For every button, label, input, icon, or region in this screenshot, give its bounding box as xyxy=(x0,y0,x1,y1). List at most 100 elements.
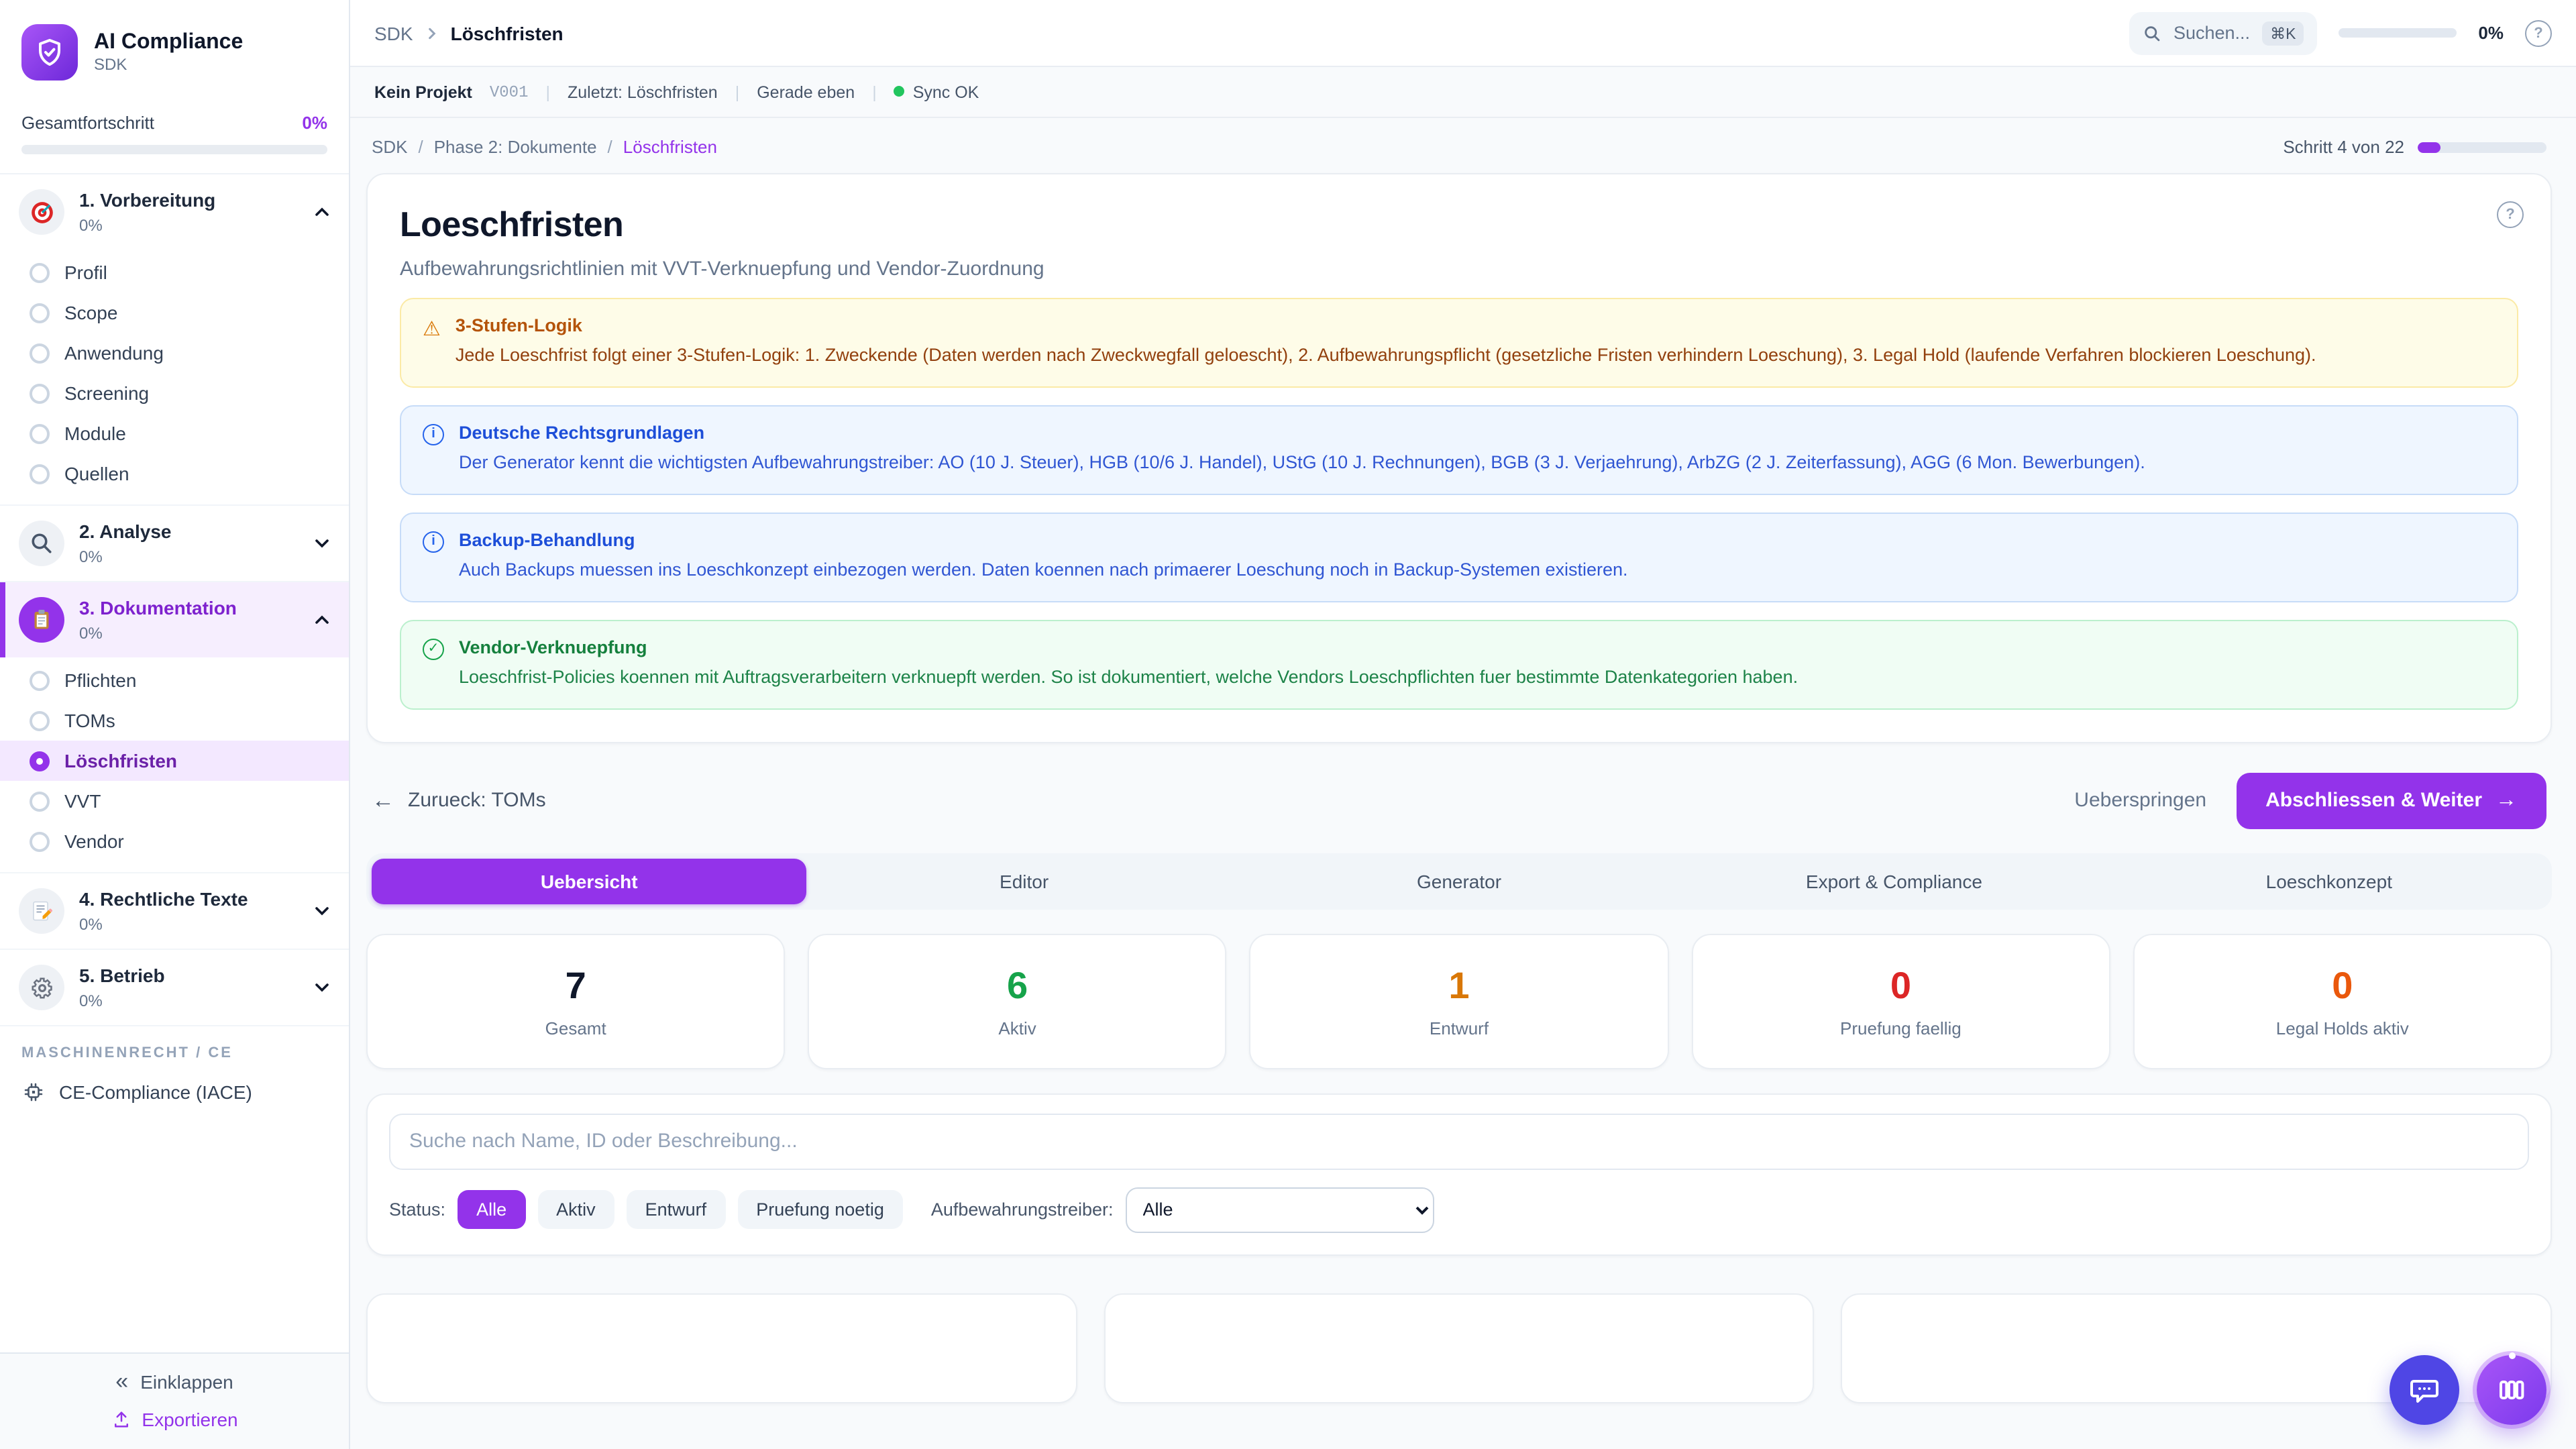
sidebar-item-vvt[interactable]: VVT xyxy=(0,781,349,821)
sidebar-item-ce-compliance[interactable]: CE-Compliance (IACE) xyxy=(0,1069,349,1123)
sidebar-nav: 1. Vorbereitung 0% Profil Scope Anwendun… xyxy=(0,174,349,1352)
sidebar-item-loeschfristen[interactable]: Löschfristen xyxy=(0,741,349,781)
sidebar-item-screening[interactable]: Screening xyxy=(0,373,349,413)
global-search[interactable]: Suchen... ⌘K xyxy=(2129,11,2318,54)
radio-icon xyxy=(30,791,50,811)
section-title: 4. Rechtliche Texte xyxy=(79,888,248,910)
tab-editor[interactable]: Editor xyxy=(1000,870,1049,892)
intro-card: ? Loeschfristen Aufbewahrungsrichtlinien… xyxy=(366,173,2552,743)
sidebar-item-toms[interactable]: TOMs xyxy=(0,700,349,741)
clipboard-icon xyxy=(19,597,64,643)
arrow-left-icon: ← xyxy=(372,787,394,813)
group-label-maschinenrecht: MASCHINENRECHT / CE xyxy=(21,1045,233,1061)
radio-icon xyxy=(30,383,50,403)
columns-icon xyxy=(2500,1381,2524,1399)
back-button[interactable]: ← Zurueck: TOMs xyxy=(372,787,546,813)
radio-icon xyxy=(30,343,50,363)
note-info-rechtsgrundlagen: i Deutsche Rechtsgrundlagen Der Generato… xyxy=(400,405,2518,495)
policy-search-input[interactable] xyxy=(389,1113,2529,1170)
collapse-sidebar-button[interactable]: « Einklappen xyxy=(115,1368,233,1394)
sidebar-item-pflichten[interactable]: Pflichten xyxy=(0,660,349,700)
note-success-vendor: ✓ Vendor-Verknuepfung Loeschfrist-Polici… xyxy=(400,619,2518,710)
policy-card[interactable] xyxy=(1104,1293,1815,1403)
section-header-dokumentation[interactable]: 3. Dokumentation 0% xyxy=(0,582,349,657)
policy-card[interactable] xyxy=(366,1293,1077,1403)
version-badge: V001 xyxy=(489,83,529,101)
warning-icon: ⚠ xyxy=(423,318,441,341)
card-help-icon[interactable]: ? xyxy=(2497,201,2524,228)
skip-button[interactable]: Ueberspringen xyxy=(2074,789,2207,812)
sidebar-item-module[interactable]: Module xyxy=(0,413,349,453)
page-breadcrumb-phase[interactable]: Phase 2: Dokumente xyxy=(433,137,597,157)
sidebar-item-anwendung[interactable]: Anwendung xyxy=(0,333,349,373)
export-button[interactable]: Exportieren xyxy=(111,1409,238,1430)
stat-pruefung-faellig: 0 Pruefung faellig xyxy=(1691,933,2110,1069)
section-percent: 0% xyxy=(79,915,103,934)
nav-section-dokumentation: 3. Dokumentation 0% Pflichten TOMs Lösch… xyxy=(0,582,349,873)
last-saved-time: Gerade eben xyxy=(757,83,855,101)
stat-aktiv: 6 Aktiv xyxy=(808,933,1227,1069)
section-title: 1. Vorbereitung xyxy=(79,189,216,211)
stat-gesamt: 7 Gesamt xyxy=(366,933,786,1069)
driver-select[interactable]: Alle xyxy=(1125,1187,1434,1233)
chevron-right-icon xyxy=(428,27,436,39)
app-subtitle: SDK xyxy=(94,55,127,74)
chat-bubble-icon xyxy=(2410,1380,2438,1403)
chevron-up-icon xyxy=(315,615,329,624)
filter-card: Status: Alle Aktiv Entwurf Pruefung noet… xyxy=(366,1093,2552,1256)
page-breadcrumb-sdk[interactable]: SDK xyxy=(372,137,408,157)
section-header-betrieb[interactable]: 5. Betrieb 0% xyxy=(0,950,349,1025)
breadcrumb-root[interactable]: SDK xyxy=(374,22,413,44)
chat-fab-button[interactable] xyxy=(2390,1355,2459,1425)
stats-row: 7 Gesamt 6 Aktiv 1 Entwurf 0 Pruefung fa… xyxy=(366,933,2552,1069)
section-title: 5. Betrieb xyxy=(79,965,165,986)
overall-progress-bar xyxy=(21,145,327,154)
status-filter-entwurf[interactable]: Entwurf xyxy=(626,1190,726,1230)
last-step-label: Zuletzt: Löschfristen xyxy=(568,83,718,101)
content-area: SDK / Phase 2: Dokumente / Löschfristen … xyxy=(350,118,2576,1449)
collapse-icon: « xyxy=(115,1368,129,1394)
nav-section-analyse: 2. Analyse 0% xyxy=(0,506,349,582)
complete-next-button[interactable]: Abschliessen & Weiter → xyxy=(2236,772,2546,829)
sidebar-item-scope[interactable]: Scope xyxy=(0,292,349,333)
sidebar-item-profil[interactable]: Profil xyxy=(0,252,349,292)
step-progress-bar xyxy=(2418,142,2546,152)
board-fab-button[interactable] xyxy=(2477,1352,2546,1425)
overall-progress-label: Gesamtfortschritt xyxy=(21,113,154,133)
status-filter-aktiv[interactable]: Aktiv xyxy=(537,1190,614,1230)
overall-progress-value: 0% xyxy=(302,113,327,133)
section-percent: 0% xyxy=(79,547,103,566)
sync-status: Sync OK xyxy=(894,83,979,101)
arrow-right-icon: → xyxy=(2496,788,2517,812)
tab-bar: Uebersicht Editor Generator Export & Com… xyxy=(366,853,2552,910)
radio-icon xyxy=(30,831,50,851)
policy-cards-row xyxy=(366,1293,2552,1403)
tab-loeschkonzept[interactable]: Loeschkonzept xyxy=(2265,870,2392,892)
sidebar: AI Compliance SDK Gesamtfortschritt 0% 1… xyxy=(0,0,350,1449)
gear-icon xyxy=(19,965,64,1010)
check-circle-icon: ✓ xyxy=(423,638,444,660)
note-info-backup: i Backup-Behandlung Auch Backups muessen… xyxy=(400,512,2518,602)
sidebar-item-quellen[interactable]: Quellen xyxy=(0,453,349,494)
sidebar-item-vendor[interactable]: Vendor xyxy=(0,821,349,861)
section-title: 3. Dokumentation xyxy=(79,597,237,619)
section-header-rechtliche-texte[interactable]: 4. Rechtliche Texte 0% xyxy=(0,873,349,949)
header-progress-value: 0% xyxy=(2478,23,2504,43)
page-subtitle: Aufbewahrungsrichtlinien mit VVT-Verknue… xyxy=(400,258,1044,280)
page-breadcrumb-current: Löschfristen xyxy=(623,137,717,157)
section-header-vorbereitung[interactable]: 1. Vorbereitung 0% xyxy=(0,174,349,250)
info-icon: i xyxy=(423,423,444,445)
tab-export-compliance[interactable]: Export & Compliance xyxy=(1805,870,1982,892)
target-icon xyxy=(19,189,64,235)
tab-generator[interactable]: Generator xyxy=(1416,870,1502,892)
magnifier-icon xyxy=(19,521,64,566)
help-icon[interactable]: ? xyxy=(2525,19,2552,46)
driver-filter-label: Aufbewahrungstreiber: xyxy=(930,1199,1114,1220)
status-filter-pruefung-noetig[interactable]: Pruefung noetig xyxy=(737,1190,903,1230)
tab-uebersicht[interactable]: Uebersicht xyxy=(372,858,807,904)
stat-entwurf: 1 Entwurf xyxy=(1249,933,1669,1069)
section-header-analyse[interactable]: 2. Analyse 0% xyxy=(0,506,349,581)
stat-legal-holds: 0 Legal Holds aktiv xyxy=(2133,933,2552,1069)
status-filter-alle[interactable]: Alle xyxy=(458,1190,526,1230)
